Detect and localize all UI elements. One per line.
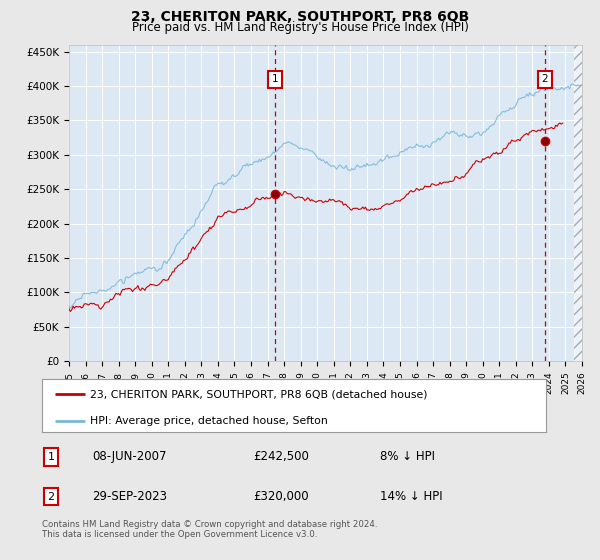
Text: HPI: Average price, detached house, Sefton: HPI: Average price, detached house, Seft… — [90, 416, 328, 426]
Text: 14% ↓ HPI: 14% ↓ HPI — [380, 490, 442, 503]
Text: 1: 1 — [47, 452, 55, 462]
Text: 23, CHERITON PARK, SOUTHPORT, PR8 6QB (detached house): 23, CHERITON PARK, SOUTHPORT, PR8 6QB (d… — [90, 389, 427, 399]
Text: 2: 2 — [541, 74, 548, 84]
Text: 1: 1 — [272, 74, 278, 84]
Text: 23, CHERITON PARK, SOUTHPORT, PR8 6QB: 23, CHERITON PARK, SOUTHPORT, PR8 6QB — [131, 10, 469, 24]
Text: 2: 2 — [47, 492, 55, 502]
Text: Price paid vs. HM Land Registry's House Price Index (HPI): Price paid vs. HM Land Registry's House … — [131, 21, 469, 34]
Text: Contains HM Land Registry data © Crown copyright and database right 2024.
This d: Contains HM Land Registry data © Crown c… — [42, 520, 377, 539]
Text: £242,500: £242,500 — [254, 450, 310, 464]
Text: £320,000: £320,000 — [254, 490, 310, 503]
Bar — [574, 45, 582, 361]
Bar — [574, 45, 582, 361]
Text: 8% ↓ HPI: 8% ↓ HPI — [380, 450, 434, 464]
Text: 29-SEP-2023: 29-SEP-2023 — [92, 490, 167, 503]
Text: 08-JUN-2007: 08-JUN-2007 — [92, 450, 167, 464]
